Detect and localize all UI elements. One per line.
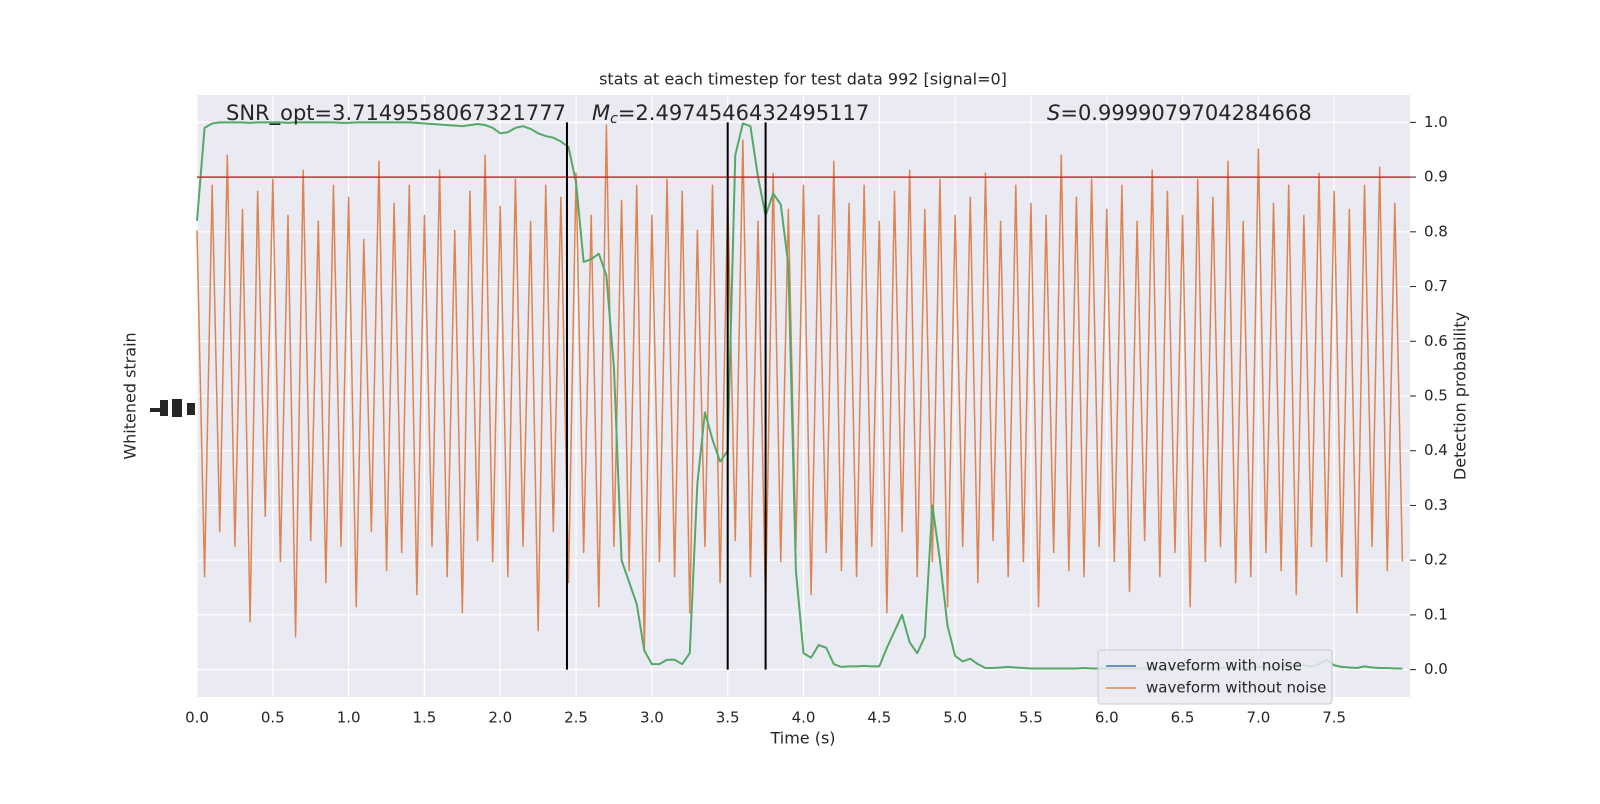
x-axis-label: Time (s) [769, 729, 835, 748]
x-tick-label: 7.5 [1322, 709, 1346, 727]
y2-tick-label: 0.4 [1424, 441, 1448, 459]
x-tick-label: 1.5 [413, 709, 437, 727]
annotation-text: =0.9999079704284668 [1060, 101, 1311, 125]
x-tick-label: 3.0 [640, 709, 664, 727]
annotation: S=0.9999079704284668 [1047, 101, 1312, 125]
x-tick-label: 5.5 [1019, 709, 1043, 727]
y2-tick-label: 0.5 [1424, 387, 1448, 405]
x-tick-label: 4.0 [792, 709, 816, 727]
y2-tick-label: 1.0 [1424, 113, 1448, 131]
y2-tick-label: 0.8 [1424, 222, 1448, 240]
y2-tick-label: 0.3 [1424, 496, 1448, 514]
annotation: Mc=2.4974546432495117 [592, 101, 869, 127]
y2-tick-label: 0.6 [1424, 332, 1448, 350]
x-tick-label: 2.0 [488, 709, 512, 727]
series-line [196, 124, 1404, 653]
y2-tick-label: 0.0 [1424, 660, 1448, 678]
x-tick-label: 1.0 [337, 709, 361, 727]
y2-tick-label: 0.2 [1424, 551, 1448, 569]
y2-tick-label: 0.9 [1424, 168, 1448, 186]
annotation-text: =2.4974546432495117 [618, 101, 869, 125]
chart-title: stats at each timestep for test data 992… [599, 70, 1007, 89]
garbled-y-ticks [150, 399, 195, 417]
x-tick-label: 6.0 [1095, 709, 1119, 727]
annotation-subscript: c [610, 111, 618, 127]
x-tick-label: 0.5 [261, 709, 285, 727]
legend-label: waveform without noise [1146, 679, 1326, 697]
x-tick-label: 6.5 [1171, 709, 1195, 727]
x-tick-label: 5.0 [943, 709, 967, 727]
y-axis-label: Whitened strain [121, 332, 140, 459]
x-tick-label: 2.5 [564, 709, 588, 727]
annotation-symbol: S [1047, 101, 1060, 125]
y2-axis-label: Detection probability [1451, 312, 1470, 480]
legend-label: waveform with noise [1146, 657, 1302, 675]
annotation: SNR_opt=3.7149558067321777 [226, 101, 566, 126]
x-tick-label: 0.0 [185, 709, 209, 727]
y2-tick-label: 0.7 [1424, 277, 1448, 295]
y2-tick-label: 0.1 [1424, 605, 1448, 623]
x-tick-label: 7.0 [1246, 709, 1270, 727]
x-tick-label: 4.5 [867, 709, 891, 727]
legend-box [1097, 649, 1333, 705]
annotation-symbol: M [592, 101, 610, 125]
x-tick-label: 3.5 [716, 709, 740, 727]
